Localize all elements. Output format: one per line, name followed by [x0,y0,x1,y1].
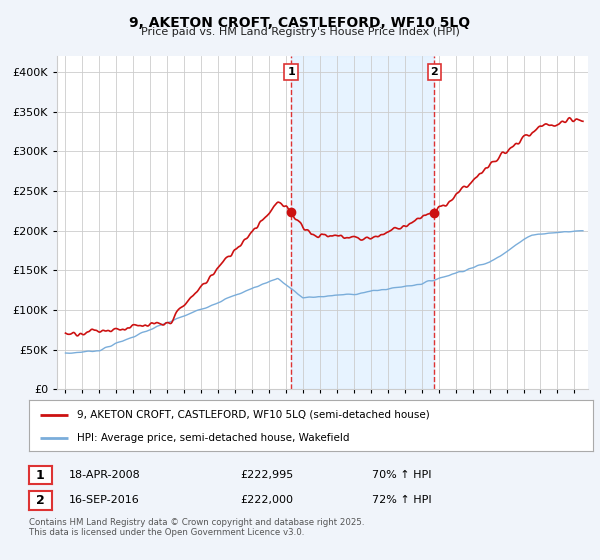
Text: Contains HM Land Registry data © Crown copyright and database right 2025.
This d: Contains HM Land Registry data © Crown c… [29,518,364,538]
Text: 72% ↑ HPI: 72% ↑ HPI [372,496,431,505]
Text: 16-SEP-2016: 16-SEP-2016 [69,496,140,505]
Text: 18-APR-2008: 18-APR-2008 [69,470,141,480]
Text: 9, AKETON CROFT, CASTLEFORD, WF10 5LQ (semi-detached house): 9, AKETON CROFT, CASTLEFORD, WF10 5LQ (s… [77,409,430,419]
Bar [291,56,434,389]
Text: HPI: Average price, semi-detached house, Wakefield: HPI: Average price, semi-detached house,… [77,433,349,443]
Text: 1: 1 [287,67,295,77]
Text: 2: 2 [36,494,44,507]
Text: 2: 2 [431,67,439,77]
Text: 1: 1 [36,469,44,482]
Text: 9, AKETON CROFT, CASTLEFORD, WF10 5LQ: 9, AKETON CROFT, CASTLEFORD, WF10 5LQ [130,16,470,30]
Text: £222,995: £222,995 [240,470,293,480]
Text: £222,000: £222,000 [240,496,293,505]
Text: Price paid vs. HM Land Registry's House Price Index (HPI): Price paid vs. HM Land Registry's House … [140,27,460,37]
Text: 70% ↑ HPI: 70% ↑ HPI [372,470,431,480]
